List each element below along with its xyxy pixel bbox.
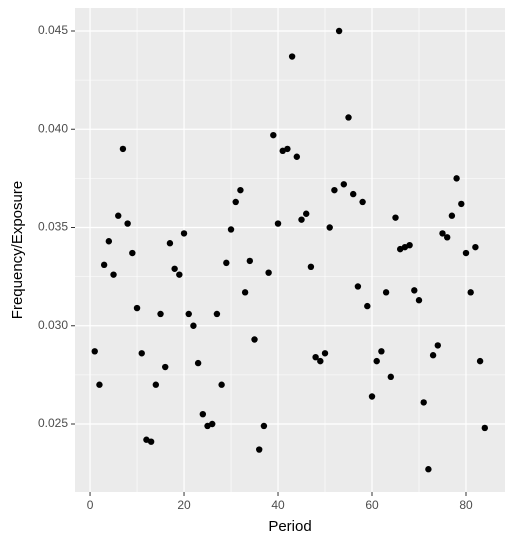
y-tick-label: 0.040 [38,121,68,135]
x-tick-label: 0 [87,498,94,512]
point [359,198,366,206]
point [425,466,432,473]
point [448,212,456,219]
point [246,257,254,265]
point [392,214,399,221]
point [100,261,108,269]
point [382,289,390,296]
point [312,353,319,361]
point [152,381,160,388]
point [340,181,348,188]
x-tick-label: 80 [459,498,473,512]
point [368,393,376,400]
point [91,348,98,355]
point [176,271,183,278]
point [124,220,131,227]
x-tick-label: 40 [271,498,285,512]
y-tick-label: 0.030 [38,318,68,332]
point [129,249,136,257]
point [251,336,258,343]
point [317,357,324,365]
point [350,190,357,198]
point [472,243,479,251]
point [194,359,202,367]
point [293,153,301,160]
point [166,240,174,247]
point [185,310,192,318]
point [270,131,277,139]
point [307,263,315,271]
x-tick-label: 60 [365,498,379,512]
point [476,357,484,365]
point [481,424,488,432]
x-tick-label: 20 [177,498,191,512]
point [110,271,117,278]
point [321,350,329,357]
point [303,210,310,217]
point [274,220,282,227]
point [443,234,451,241]
point [265,269,272,276]
plot-panel [75,8,505,492]
point [218,381,225,388]
point [96,381,103,388]
point [260,422,268,430]
point [458,200,465,208]
point [439,230,446,237]
point [284,145,291,153]
point [237,186,244,194]
point [420,399,427,406]
point [119,145,127,153]
point [453,175,460,182]
point [147,438,155,445]
point [288,53,296,60]
point [157,310,164,318]
point [406,241,413,249]
point [180,230,188,237]
point [387,373,395,381]
y-tick-label: 0.035 [38,220,68,234]
point [462,249,470,257]
y-tick-label: 0.025 [38,416,68,430]
y-axis-title: Frequency/Exposure [9,181,26,319]
point [162,363,169,371]
point [326,224,333,231]
point [133,304,141,312]
point [105,238,113,245]
point [298,216,305,223]
point [213,310,221,318]
point [227,226,235,233]
point [199,410,207,418]
point [171,265,178,272]
point [232,198,239,206]
point [467,289,474,296]
point [115,212,122,219]
point [378,348,385,355]
point [364,302,371,310]
point [331,186,338,194]
y-tick-label: 0.045 [38,23,68,37]
x-axis-title: Period [268,518,311,535]
point [256,446,263,453]
point [411,287,418,294]
point [434,342,441,349]
point [223,259,230,267]
point [190,322,197,329]
point [138,350,145,357]
point [335,27,343,35]
point [209,420,216,428]
point [415,297,423,304]
point [354,283,362,290]
point [429,352,437,359]
point [241,289,249,296]
point [345,114,352,121]
point [373,357,380,365]
